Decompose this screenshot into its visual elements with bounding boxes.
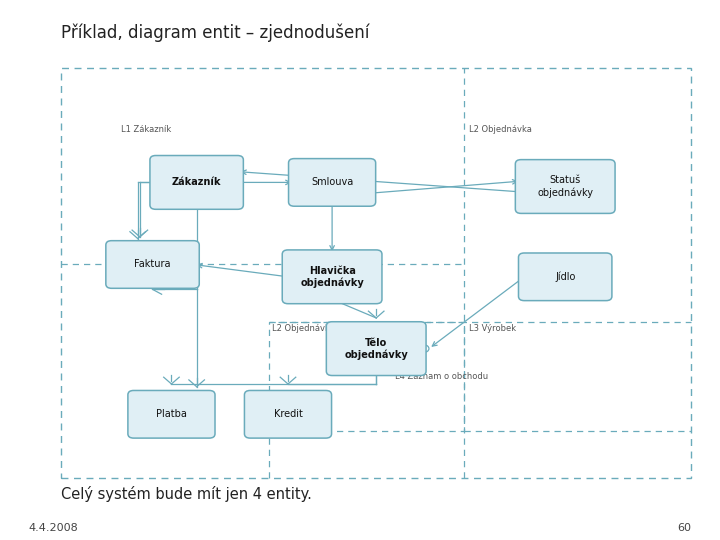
FancyBboxPatch shape [128,390,215,438]
Text: Hlavička
objednávky: Hlavička objednávky [300,266,364,288]
Text: Faktura: Faktura [135,260,171,269]
Text: L2 Objednávka: L2 Objednávka [272,324,335,333]
Text: Celý systém bude mít jen 4 entity.: Celý systém bude mít jen 4 entity. [61,486,312,502]
Text: L3 Výrobek: L3 Výrobek [469,324,516,333]
FancyBboxPatch shape [282,250,382,303]
FancyBboxPatch shape [150,156,243,210]
Bar [269,322,464,431]
Text: L1 Zákazník: L1 Zákazník [121,125,171,134]
Bar [61,68,691,478]
Text: Statuš
objednávky: Statuš objednávky [537,176,593,198]
FancyBboxPatch shape [516,160,615,213]
Text: 4.4.2008: 4.4.2008 [29,523,78,533]
Text: Zákazník: Zákazník [172,178,222,187]
Text: Kredit: Kredit [274,409,302,419]
Text: Příklad, diagram entit – zjednodušení: Příklad, diagram entit – zjednodušení [61,23,369,42]
Text: Smlouva: Smlouva [311,178,354,187]
FancyBboxPatch shape [518,253,612,301]
Text: 60: 60 [678,523,691,533]
FancyBboxPatch shape [289,159,376,206]
FancyBboxPatch shape [245,390,331,438]
FancyBboxPatch shape [106,241,199,288]
Text: Tělo
objednávky: Tělo objednávky [344,338,408,360]
Text: Jídlo: Jídlo [555,272,575,282]
Text: L4 Záznam o obchodu: L4 Záznam o obchodu [395,372,488,381]
Text: Platba: Platba [156,409,187,419]
Text: L2 Objednávka: L2 Objednávka [469,125,532,134]
FancyBboxPatch shape [326,322,426,375]
